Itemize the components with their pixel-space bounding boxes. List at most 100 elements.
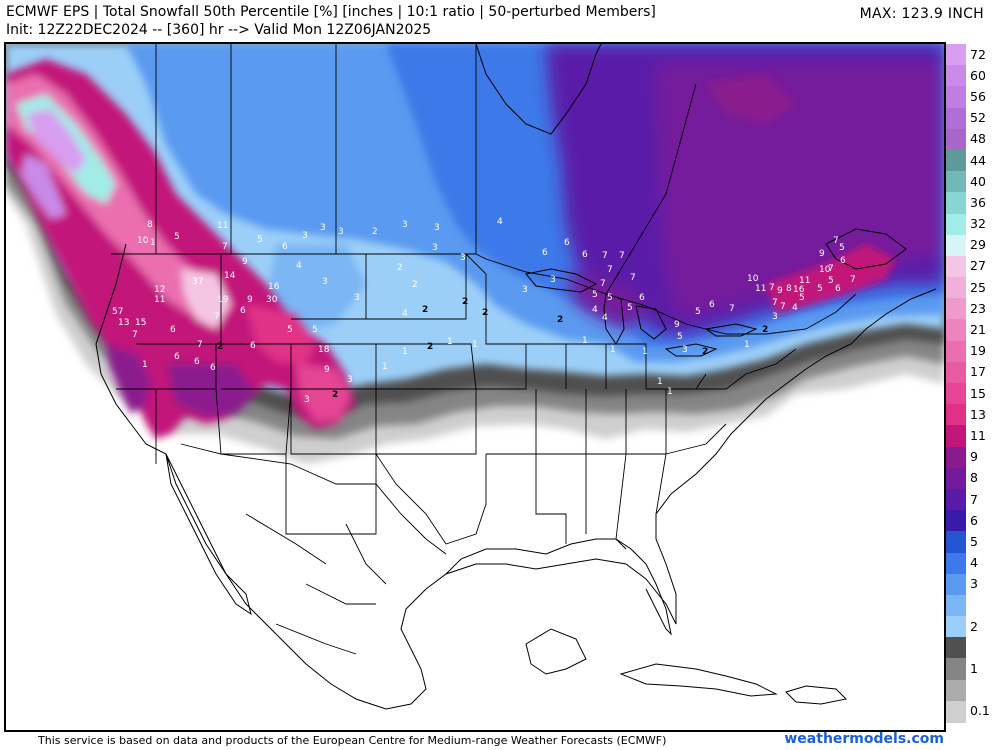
legend-swatch-0.5 bbox=[946, 679, 966, 702]
snow-value-label: 16 bbox=[793, 285, 805, 295]
legend-swatch-15 bbox=[946, 383, 966, 405]
legend-swatch-56 bbox=[946, 86, 966, 109]
snow-value-label: 1 bbox=[667, 387, 673, 397]
legend-swatch-48 bbox=[946, 128, 966, 151]
snow-value-label: 18 bbox=[318, 345, 330, 355]
legend-label-44: 44 bbox=[970, 152, 986, 168]
snow-value-label: 7 bbox=[769, 283, 775, 293]
legend-swatch-4 bbox=[946, 552, 966, 575]
snow-value-label: 5 bbox=[592, 290, 598, 300]
snow-value-label: 10 bbox=[819, 265, 831, 275]
legend-swatch-9 bbox=[946, 446, 966, 469]
snow-value-label: 6 bbox=[194, 357, 200, 367]
snow-value-label: 3 bbox=[434, 223, 440, 233]
legend-swatch-25 bbox=[946, 277, 966, 299]
snow-value-label: 6 bbox=[639, 293, 645, 303]
snow-value-label: 5 bbox=[839, 243, 845, 253]
snow-value-label: 1 bbox=[610, 345, 616, 355]
snow-value-label: 37 bbox=[192, 277, 203, 287]
snow-value-label: 3 bbox=[682, 345, 688, 355]
snow-value-label: 2 bbox=[762, 325, 768, 335]
legend-swatch-1.5 bbox=[946, 637, 966, 659]
legend-label-19: 19 bbox=[970, 343, 986, 359]
snowfall-legend bbox=[946, 44, 966, 723]
snow-value-label: 5 bbox=[817, 284, 823, 294]
snow-value-label: 7 bbox=[197, 340, 203, 350]
snow-value-label: 4 bbox=[602, 313, 608, 323]
snow-value-label: 3 bbox=[304, 395, 310, 405]
legend-label-9: 9 bbox=[970, 449, 978, 465]
legend-label-1: 1 bbox=[970, 661, 978, 677]
snow-value-label: 2 bbox=[702, 347, 708, 357]
snow-value-label: 5 bbox=[174, 232, 180, 242]
snow-value-label: 15 bbox=[135, 318, 146, 328]
legend-swatch-11 bbox=[946, 425, 966, 448]
legend-swatch-60 bbox=[946, 65, 966, 87]
legend-swatch-17 bbox=[946, 361, 966, 384]
snow-value-label: 11 bbox=[154, 295, 165, 305]
snow-value-label: 6 bbox=[542, 248, 548, 258]
legend-label-21: 21 bbox=[970, 322, 986, 338]
snow-value-label: 2 bbox=[332, 390, 338, 400]
snow-value-label: 4 bbox=[296, 261, 302, 271]
legend-label-6: 6 bbox=[970, 512, 978, 528]
snow-value-label: 11 bbox=[799, 276, 810, 286]
legend-label-23: 23 bbox=[970, 300, 986, 316]
snow-value-label: 6 bbox=[210, 363, 216, 373]
snow-value-label: 1 bbox=[142, 360, 148, 370]
legend-swatch-1 bbox=[946, 658, 966, 681]
snow-value-label: 2 bbox=[422, 305, 428, 315]
snow-value-label: 2 bbox=[462, 297, 468, 307]
snow-value-label: 5 bbox=[677, 332, 683, 342]
political-borders bbox=[111, 44, 857, 655]
legend-label-15: 15 bbox=[970, 385, 986, 401]
snow-value-label: 6 bbox=[250, 341, 256, 351]
snow-value-label: 6 bbox=[564, 238, 570, 248]
legend-label-72: 72 bbox=[970, 46, 986, 62]
snow-value-label: 10 bbox=[747, 274, 759, 284]
ecmwf-disclaimer: This service is based on data and produc… bbox=[38, 734, 667, 747]
snow-value-label: 16 bbox=[268, 282, 280, 292]
legend-label-48: 48 bbox=[970, 131, 986, 147]
snow-value-label: 6 bbox=[240, 306, 246, 316]
legend-swatch-21 bbox=[946, 319, 966, 342]
snow-value-label: 7 bbox=[600, 279, 606, 289]
legend-swatch-8 bbox=[946, 467, 966, 490]
legend-label-56: 56 bbox=[970, 88, 986, 104]
snow-value-label: 13 bbox=[118, 318, 129, 328]
snow-value-label: 7 bbox=[214, 312, 220, 322]
snow-value-label: 9 bbox=[674, 320, 680, 330]
snow-value-label: 3 bbox=[522, 285, 528, 295]
snow-value-label: 3 bbox=[432, 243, 438, 253]
legend-swatch-29 bbox=[946, 234, 966, 257]
legend-swatch-0.1 bbox=[946, 700, 966, 723]
snow-value-label: 7 bbox=[619, 251, 625, 261]
snow-value-label: 3 bbox=[460, 253, 466, 263]
snow-value-label: 2 bbox=[482, 308, 488, 318]
snow-value-label: 6 bbox=[282, 242, 288, 252]
snow-value-label: 1 bbox=[744, 340, 750, 350]
snow-value-label: 3 bbox=[772, 312, 778, 322]
legend-label-52: 52 bbox=[970, 110, 986, 126]
snow-value-label: 7 bbox=[729, 304, 735, 314]
legend-swatch-72 bbox=[946, 44, 966, 66]
snow-value-label: 7 bbox=[630, 273, 636, 283]
snow-value-label: 5 bbox=[257, 235, 263, 245]
legend-swatch-44 bbox=[946, 149, 966, 172]
legend-label-32: 32 bbox=[970, 216, 986, 232]
snow-value-label: 11 bbox=[217, 221, 228, 231]
legend-label-3: 3 bbox=[970, 576, 978, 592]
legend-swatch-5 bbox=[946, 531, 966, 553]
legend-label-13: 13 bbox=[970, 406, 986, 422]
snow-value-label: 5 bbox=[312, 325, 318, 335]
snow-value-label: 1 bbox=[447, 337, 453, 347]
snow-value-label: 1 bbox=[657, 377, 663, 387]
legend-label-29: 29 bbox=[970, 237, 986, 253]
legend-label-5: 5 bbox=[970, 533, 978, 549]
snow-value-label: 6 bbox=[835, 284, 841, 294]
snow-value-label: 6 bbox=[709, 300, 715, 310]
snow-value-label: 2 bbox=[397, 263, 403, 273]
snow-value-label: 6 bbox=[582, 250, 588, 260]
brand-link[interactable]: weathermodels.com bbox=[784, 731, 944, 747]
snow-value-label: 5 bbox=[695, 307, 701, 317]
